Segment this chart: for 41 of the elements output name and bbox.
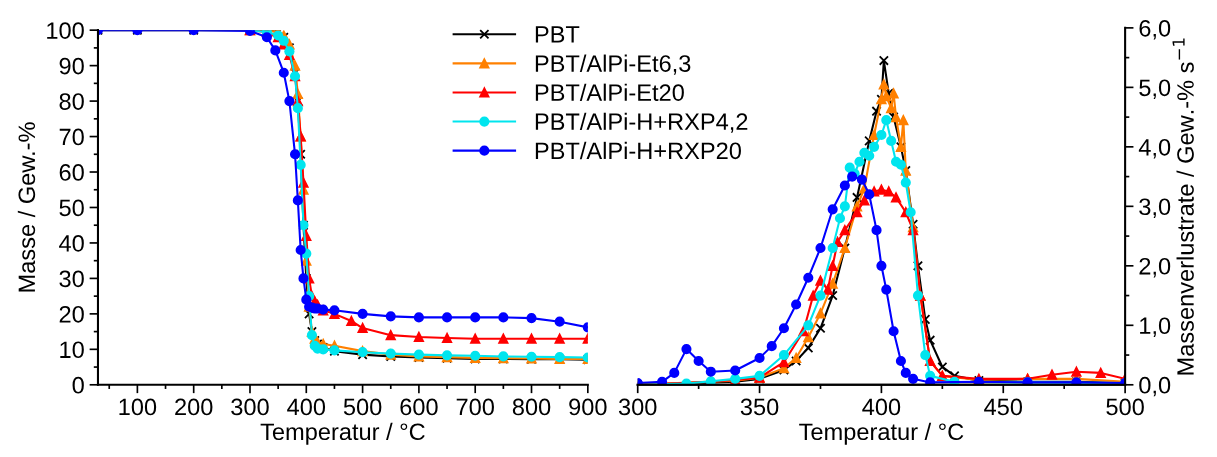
y2-tick-label: 5,0 [1139,79,1171,99]
y-tick-label: 40 [59,235,84,252]
y-tick-label: 60 [59,164,84,181]
y-tick-label: 20 [59,305,84,323]
y-tick-label: 10 [60,341,84,359]
y-tick-label: 50 [59,199,84,217]
x-tick-label: 200 [175,398,213,416]
y2-tick-label: 1,0 [1140,317,1171,337]
x-tick-label: 700 [456,398,494,416]
legend-label: PBT [535,26,580,43]
x-tick-label: 450 [984,398,1023,416]
y-axis-title: Masse / Gew.-% [17,122,36,292]
legend-label: PBT/AlPi-H+RXP4,2 [535,112,748,133]
x-axis-title: Temperatur / °C [260,422,425,445]
y-tick-label: 80 [59,93,84,110]
x-tick-label: 300 [231,398,269,416]
x-axis-title: Temperatur / °C [799,422,964,445]
legend-label: PBT/AlPi-Et20 [535,83,684,101]
y-tick-label: 0 [72,376,84,394]
x-tick-label: 300 [618,398,657,416]
y-tick-label: 90 [59,57,84,75]
y2-tick-label: 6,0 [1139,19,1171,40]
x-tick-label: 500 [343,398,382,416]
x-tick-label: 600 [400,398,438,416]
y2-tick-label: 4,0 [1138,138,1171,159]
y-tick-label: 30 [59,270,84,288]
legend-label: PBT/AlPi-H+RXP20 [535,141,741,160]
x-tick-label: 350 [740,398,779,416]
y2-tick-label: 3,0 [1139,198,1171,218]
x-tick-label: 900 [569,398,607,416]
y2-tick-label: 2,0 [1139,257,1171,278]
x-tick-label: 500 [1106,398,1144,416]
x-tick-label: 400 [862,398,901,416]
y-tick-label: 70 [59,128,84,146]
x-tick-label: 800 [512,398,551,416]
y2-tick-label: 0,0 [1139,376,1171,397]
x-tick-label: 100 [119,398,157,416]
legend-label: PBT/AlPi-Et6,3 [535,54,691,75]
x-tick-label: 400 [287,398,326,416]
y-tick-label: 100 [47,22,84,39]
y2-axis-title: Massenverlustrate / Gew.-% s$^{−1}$ [1172,38,1194,375]
